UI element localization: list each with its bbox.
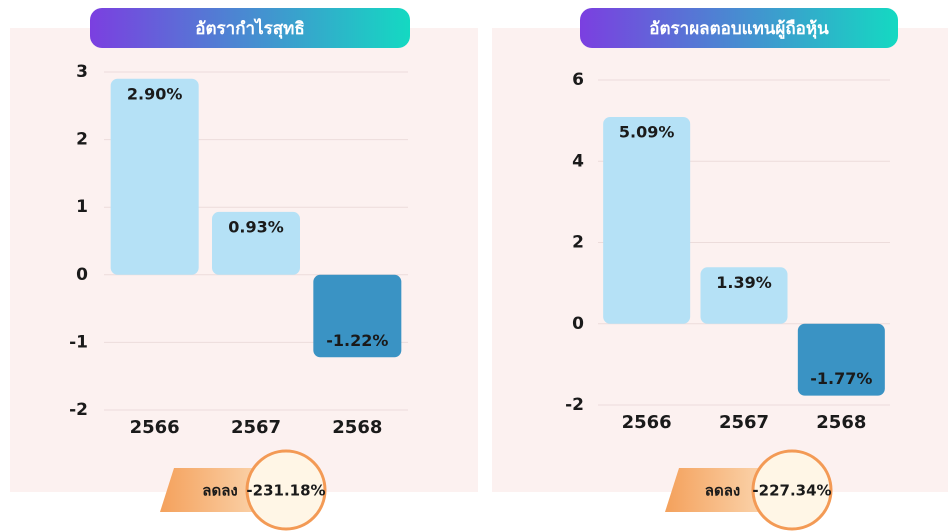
y-tick-label: 4 [572,151,584,171]
badge-label: ลดลง [705,482,740,500]
bar [313,274,402,358]
badge-value: -227.34% [752,482,831,500]
bar [212,211,300,275]
y-tick-label: 0 [572,314,584,334]
x-tick-label: 2566 [622,412,672,433]
x-tick-label: 2568 [332,417,382,438]
value-label: 2.90% [127,84,183,103]
badge-label: ลดลง [202,482,237,500]
title-pill [580,8,898,48]
badge-circle [751,449,833,531]
y-tick-label: 0 [76,265,88,285]
y-tick-label: 6 [572,70,584,90]
y-tick-label: -2 [69,400,88,420]
title-pill [90,8,410,48]
y-tick-label: 2 [572,233,584,253]
x-tick-label: 2567 [231,417,281,438]
bar [603,116,691,324]
x-tick-label: 2568 [816,412,866,433]
panel [492,28,948,492]
value-label: -1.77% [810,369,872,388]
y-tick-label: 2 [76,130,88,150]
badge-value: -231.18% [246,482,325,500]
y-tick-label: 1 [76,197,88,217]
bar [700,267,788,324]
bar [797,323,885,396]
x-tick-label: 2567 [719,412,769,433]
badge-circle [245,449,327,531]
value-label: 0.93% [228,217,284,236]
value-label: -1.22% [326,331,388,350]
x-tick-label: 2566 [130,417,180,438]
y-tick-label: -1 [69,332,88,352]
chart-title: อัตราผลตอบแทนผู้ถือหุ้น [649,18,829,40]
value-label: 1.39% [716,273,772,292]
y-tick-label: 3 [76,62,88,82]
chart-title: อัตรากำไรสุทธิ [195,18,304,39]
bar [110,78,199,275]
value-label: 5.09% [619,122,675,141]
y-tick-label: -2 [565,395,584,415]
